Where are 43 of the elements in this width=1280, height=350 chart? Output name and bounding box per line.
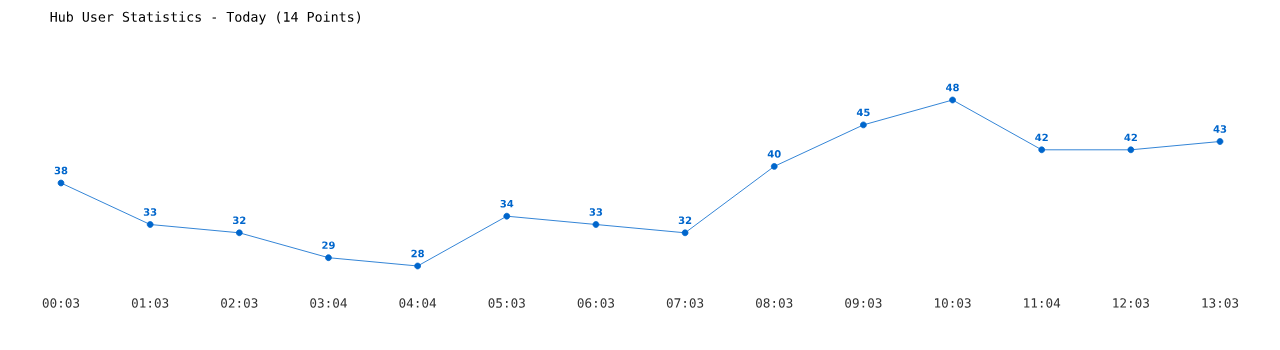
data-label: 42 [1124, 133, 1137, 142]
point [860, 121, 867, 129]
data-label: 48 [946, 83, 959, 92]
point [235, 229, 243, 237]
point [57, 179, 65, 187]
point [414, 262, 421, 270]
x-tick-label: 05:03 [488, 298, 525, 308]
x-tick-label: 10:03 [935, 298, 971, 308]
x-tick-label: 00:03 [42, 298, 80, 308]
x-tick-label: 01:03 [131, 298, 169, 308]
data-label: 40 [767, 150, 781, 158]
x-tick-label: 02:03 [221, 298, 258, 308]
point [146, 221, 154, 228]
x-tick-label: 09:03 [845, 298, 882, 308]
point [503, 212, 511, 220]
chart-title: Hub User Statistics - Today (14 Points) [50, 11, 360, 25]
data-label: 33 [143, 208, 157, 216]
point [1127, 146, 1135, 154]
data-label: 38 [54, 166, 68, 175]
data-label: 45 [856, 108, 870, 117]
data-label: 42 [1035, 133, 1048, 142]
x-tick-label: 11:04 [1024, 298, 1061, 308]
point [949, 96, 956, 104]
point [681, 229, 689, 237]
data-label: 29 [322, 241, 335, 249]
data-label: 28 [411, 249, 424, 258]
x-tick-label: 03:04 [310, 298, 347, 308]
point [325, 254, 332, 262]
x-tick-label: 07:03 [666, 298, 704, 308]
x-tick-label: 08:03 [755, 298, 793, 308]
data-label: 34 [500, 199, 514, 208]
x-tick-label: 13:03 [1202, 298, 1239, 308]
point [1038, 146, 1046, 154]
x-tick-label: 12:03 [1113, 298, 1149, 308]
data-label: 43 [1213, 125, 1227, 133]
data-label: 32 [678, 216, 692, 225]
x-tick-label: 06:03 [577, 298, 615, 308]
x-tick-label: 04:04 [399, 298, 437, 308]
data-label: 33 [589, 208, 603, 216]
point [1216, 138, 1224, 145]
point [770, 163, 778, 170]
data-label: 32 [233, 216, 246, 225]
point [592, 221, 600, 228]
